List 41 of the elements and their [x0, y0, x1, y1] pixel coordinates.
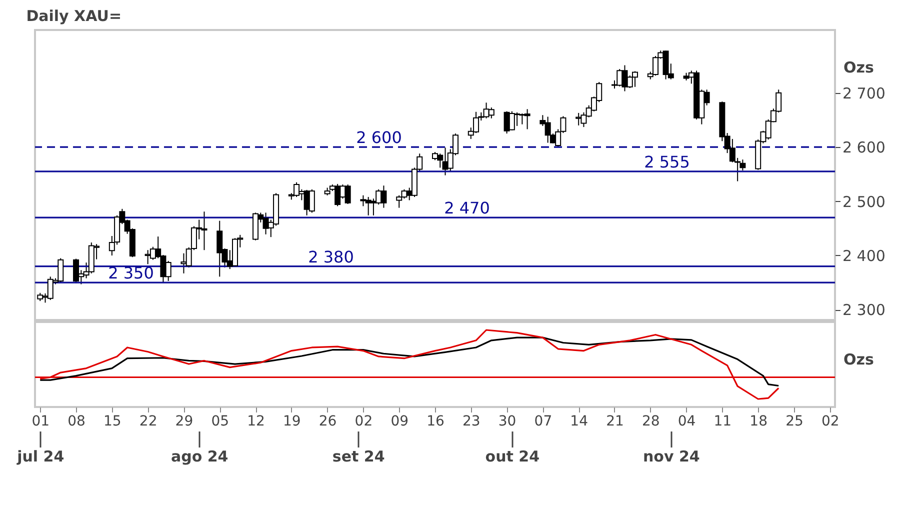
x-tick-label: 12	[247, 414, 265, 430]
x-tick-label: 09	[390, 414, 409, 430]
ref-line-label: 2 555	[644, 152, 690, 172]
x-tick-label: 21	[606, 414, 624, 430]
x-tick-label: 25	[786, 414, 804, 430]
x-tick-label: 08	[68, 414, 86, 430]
x-tick-label: 02	[821, 414, 840, 430]
x2-tick-label: out 24	[485, 448, 540, 466]
y-tick-label: 2 300	[842, 301, 886, 320]
x-tick-label: 29	[175, 414, 194, 430]
x-tick-label: 15	[104, 414, 122, 430]
y-tick-label: 2 400	[842, 246, 886, 265]
x-tick-label: 23	[462, 414, 480, 430]
x-tick-label: 07	[534, 414, 552, 430]
y-axis-title: Ozs	[844, 350, 874, 368]
x-tick-label: 05	[211, 414, 230, 430]
x2-tick-label: set 24	[332, 448, 385, 466]
x-tick-label: 19	[282, 414, 301, 430]
y-tick-label: 2 700	[842, 84, 886, 102]
x-tick-label: 16	[426, 414, 444, 430]
y-axis-title: Ozs	[844, 58, 874, 76]
x-tick-label: 11	[714, 414, 732, 430]
ref-line-label: 2 350	[108, 264, 154, 283]
x-tick-label: 04	[678, 414, 696, 430]
y-tick-label: 2 600	[842, 138, 886, 157]
x-tick-label: 01	[32, 414, 50, 430]
y-tick-label: 2 500	[842, 192, 886, 211]
ref-line-label: 2 470	[444, 198, 490, 218]
x2-tick-label: jul 24	[16, 448, 64, 466]
x-tick-label: 18	[750, 414, 768, 430]
x-tick-label: 22	[139, 414, 158, 430]
x2-tick-label: ago 24	[170, 448, 228, 466]
chart-title: Daily XAU=	[26, 7, 122, 25]
ref-line-label: 2 380	[308, 247, 354, 266]
x-tick-label: 02	[354, 414, 373, 430]
x-tick-label: 28	[642, 414, 660, 430]
x-tick-label: 14	[570, 414, 588, 430]
x-tick-label: 30	[498, 414, 516, 430]
ref-line-label: 2 600	[356, 128, 402, 148]
x2-tick-label: nov 24	[642, 448, 700, 466]
x-tick-label: 26	[318, 414, 337, 430]
